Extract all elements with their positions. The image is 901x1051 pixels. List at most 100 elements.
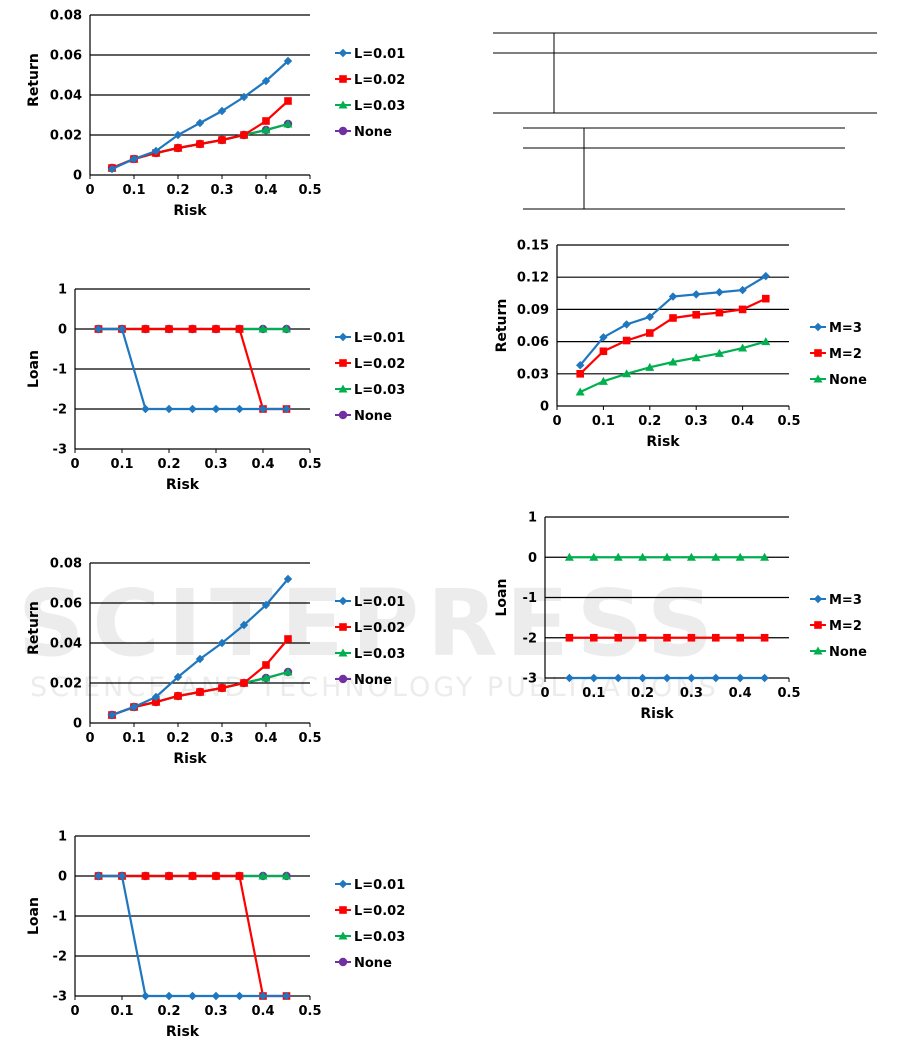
data-point: [258, 324, 268, 333]
x-tick-label: 0.4: [254, 731, 277, 746]
data-point: [141, 872, 150, 880]
y-tick-label: -1: [53, 910, 67, 925]
legend-label: L=0.03: [354, 383, 405, 398]
data-point: [761, 337, 771, 346]
data-point: [760, 552, 770, 561]
data-point: [622, 369, 632, 378]
series-line: [111, 638, 289, 717]
data-point: [575, 387, 585, 396]
data-point: [188, 404, 197, 414]
y-tick-label: 0.04: [50, 637, 82, 652]
legend: M=3 M=2 None: [810, 593, 867, 660]
x-tick-label: 0.2: [166, 731, 189, 746]
x-tick-label: 0: [70, 457, 79, 472]
legend: L=0.01 L=0.02 L=0.03 None: [335, 595, 405, 688]
data-point: [217, 638, 227, 648]
table-rules: [493, 32, 877, 210]
data-point: [129, 154, 139, 164]
x-tick-label: 0.4: [731, 414, 754, 429]
series-None: [575, 337, 771, 396]
y-tick-label: -3: [53, 443, 67, 458]
y-tick-label: 0.08: [50, 557, 82, 572]
y-tick-label: 1: [58, 283, 67, 298]
data-point: [668, 357, 678, 366]
data-point: [714, 348, 724, 357]
x-axis-title: Risk: [166, 477, 200, 493]
series-M=2: [565, 633, 769, 642]
y-tick-label: 0.04: [50, 89, 82, 104]
series-line: [111, 60, 289, 171]
data-point: [589, 552, 599, 561]
data-point: [738, 285, 747, 295]
data-point: [239, 92, 249, 102]
data-point: [712, 633, 720, 642]
x-axis-title: Risk: [173, 751, 207, 767]
data-point: [258, 404, 268, 414]
data-point: [151, 146, 161, 156]
data-point: [258, 991, 268, 1001]
chart-5: 0 0.03 0.06 0.09 0.12 0.15 0 0.1 0.2 0.3 0.4 0.5 Ris…: [494, 239, 867, 451]
data-point: [589, 673, 598, 683]
x-tick-label: 0.4: [251, 457, 274, 472]
data-point: [282, 871, 291, 880]
data-point: [211, 991, 221, 1001]
y-tick-label: 0.12: [517, 271, 549, 286]
x-tick-label: 0.5: [298, 1004, 321, 1019]
data-point: [188, 872, 197, 880]
legend-label: M=2: [829, 619, 862, 634]
data-point: [638, 673, 647, 683]
data-point: [211, 404, 221, 414]
legend-marker: [338, 879, 348, 889]
legend-marker: [339, 75, 347, 83]
x-tick-label: 0.1: [122, 731, 145, 746]
data-point: [761, 271, 770, 281]
data-point: [212, 872, 220, 880]
data-point: [565, 673, 574, 683]
data-point: [736, 673, 745, 683]
data-point: [261, 673, 271, 682]
data-point: [284, 635, 292, 643]
chart-1: 0 0.02 0.04 0.06 0.08 0 0.1 0.2 0.3 0.4 0.5 Risk Ret…: [26, 9, 405, 220]
legend-marker: [339, 359, 347, 367]
legend-marker: [338, 410, 348, 420]
x-tick-label: 0.3: [204, 457, 227, 472]
data-point: [283, 667, 293, 676]
y-axis-title: Loan: [26, 897, 42, 935]
legend-marker: [338, 126, 348, 136]
data-point: [107, 164, 117, 174]
x-tick-label: 0: [540, 686, 549, 701]
y-tick-label: 0: [540, 400, 549, 415]
legend-label: L=0.01: [354, 595, 405, 610]
data-point: [94, 324, 103, 334]
x-tick-label: 0.2: [157, 457, 180, 472]
x-tick-label: 0: [552, 414, 561, 429]
data-point: [738, 343, 748, 352]
data-point: [645, 312, 654, 322]
legend: L=0.01 L=0.02 L=0.03 None: [335, 47, 405, 140]
x-tick-label: 0.4: [254, 183, 277, 198]
x-tick-label: 0.5: [298, 183, 321, 198]
data-point: [760, 633, 769, 642]
y-tick-label: -2: [53, 950, 67, 965]
x-tick-label: 0.4: [251, 1004, 274, 1019]
x-tick-label: 0.1: [122, 183, 145, 198]
legend-label: L=0.02: [354, 357, 405, 372]
data-point: [622, 320, 631, 329]
data-point: [174, 144, 182, 152]
legend-marker: [338, 957, 348, 967]
x-tick-label: 0.3: [204, 1004, 227, 1019]
legend: M=3 M=2 None: [810, 321, 867, 388]
y-tick-label: 1: [58, 830, 67, 845]
data-point: [261, 76, 271, 86]
data-point: [282, 324, 291, 333]
legend-label: None: [354, 673, 392, 688]
x-tick-label: 0.3: [210, 731, 233, 746]
y-axis-title: Loan: [26, 350, 42, 388]
x-tick-label: 0.4: [729, 686, 752, 701]
x-tick-label: 0.5: [777, 686, 800, 701]
y-tick-label: 0.15: [517, 239, 549, 254]
data-point: [686, 552, 696, 561]
data-point: [174, 692, 182, 700]
